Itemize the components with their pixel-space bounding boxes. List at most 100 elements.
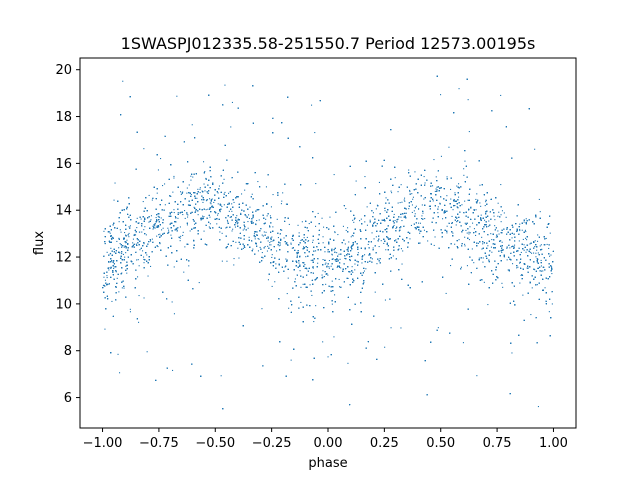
data-point <box>465 229 467 231</box>
data-point <box>296 252 298 254</box>
data-point <box>456 221 458 223</box>
data-point <box>538 198 540 200</box>
data-point <box>119 372 121 374</box>
data-point <box>279 244 281 246</box>
data-point <box>352 235 354 237</box>
data-point <box>286 293 288 295</box>
data-point <box>314 132 316 134</box>
data-point <box>122 80 124 82</box>
data-point <box>176 227 178 229</box>
data-point <box>347 277 349 279</box>
data-point <box>501 282 503 284</box>
data-point <box>476 375 478 377</box>
data-point <box>136 227 138 229</box>
data-point <box>309 284 311 286</box>
data-point <box>391 192 393 194</box>
data-point <box>338 253 340 255</box>
data-point <box>308 223 310 225</box>
data-point <box>506 247 508 249</box>
data-point <box>522 274 524 276</box>
data-point <box>276 250 278 252</box>
data-point <box>251 193 253 195</box>
data-point <box>203 216 205 218</box>
data-point <box>364 176 366 178</box>
data-point <box>394 220 396 222</box>
data-point <box>238 257 240 259</box>
data-point <box>192 176 194 178</box>
data-point <box>325 262 327 264</box>
data-point <box>156 225 158 227</box>
data-point <box>266 215 268 217</box>
data-point <box>150 265 152 267</box>
data-point <box>435 188 437 190</box>
data-point <box>143 229 145 231</box>
data-point <box>328 267 330 269</box>
data-point <box>202 215 204 217</box>
data-point <box>472 222 474 224</box>
data-point <box>106 251 108 253</box>
data-point <box>339 286 341 288</box>
data-point <box>303 237 305 239</box>
data-point <box>288 307 290 309</box>
data-point <box>128 232 130 234</box>
data-point <box>106 275 108 277</box>
data-point <box>249 206 251 208</box>
data-point <box>126 239 128 241</box>
data-point <box>323 226 325 228</box>
data-point <box>258 219 260 221</box>
data-point <box>440 155 442 157</box>
data-point <box>123 246 125 248</box>
data-point <box>278 245 280 247</box>
data-point <box>126 265 128 267</box>
data-point <box>488 225 490 227</box>
data-point <box>262 257 264 259</box>
data-point <box>122 253 124 255</box>
data-point <box>265 218 267 220</box>
data-point <box>424 182 426 184</box>
data-point <box>322 242 324 244</box>
data-point <box>497 230 499 232</box>
data-point <box>141 231 143 233</box>
data-point <box>158 234 160 236</box>
data-point <box>383 218 385 220</box>
data-point <box>156 226 158 228</box>
data-point <box>172 191 174 193</box>
data-point <box>369 219 371 221</box>
data-point <box>473 262 475 264</box>
data-point <box>418 222 420 224</box>
data-point <box>231 101 233 103</box>
data-point <box>363 270 365 272</box>
data-point <box>518 247 520 249</box>
data-point <box>132 238 134 240</box>
data-point <box>384 346 386 348</box>
data-point <box>228 210 230 212</box>
data-point <box>195 210 197 212</box>
data-point <box>202 218 204 220</box>
data-point <box>353 221 355 223</box>
data-point <box>237 247 239 249</box>
data-point <box>412 198 414 200</box>
data-point <box>458 183 460 185</box>
data-point <box>436 186 438 188</box>
data-point <box>363 282 365 284</box>
data-point <box>412 196 414 198</box>
data-point <box>218 185 220 187</box>
data-point <box>121 253 123 255</box>
data-point <box>276 218 278 220</box>
data-point <box>347 253 349 255</box>
data-point <box>219 231 221 233</box>
data-point <box>104 328 106 330</box>
data-point <box>423 176 425 178</box>
data-point <box>138 321 140 323</box>
data-point <box>287 277 289 279</box>
data-point <box>164 204 166 206</box>
data-point <box>470 206 472 208</box>
data-point <box>500 221 502 223</box>
data-point <box>530 314 532 316</box>
data-point <box>338 278 340 280</box>
data-point <box>413 210 415 212</box>
data-point <box>109 232 111 234</box>
data-point <box>146 351 148 353</box>
